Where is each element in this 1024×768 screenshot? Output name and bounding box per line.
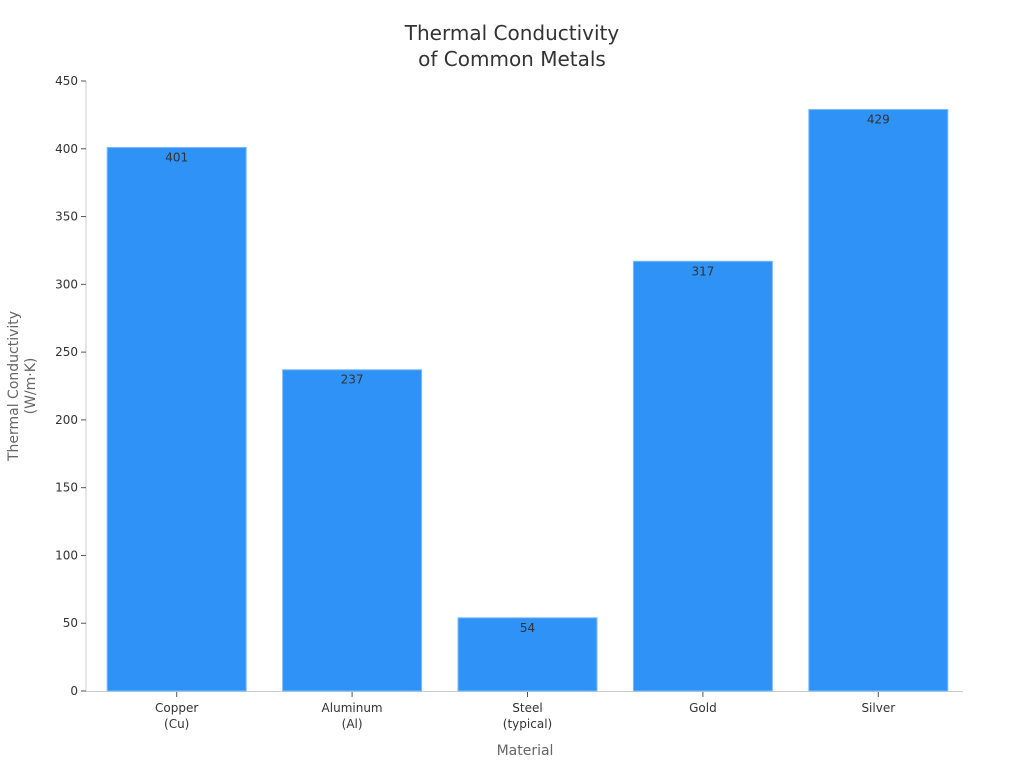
y-tick-label: 0: [70, 684, 78, 698]
y-tick-label: 300: [55, 277, 78, 291]
y-tick-label: 150: [55, 481, 78, 495]
bar-gold: 317: [632, 260, 773, 692]
bar-silver: 429: [808, 108, 949, 692]
y-tick-label: 350: [55, 210, 78, 224]
y-tick-label: 250: [55, 345, 78, 359]
svg-text:Thermal Conductivity: Thermal Conductivity: [6, 311, 22, 462]
bar-value-label: 54: [520, 621, 535, 635]
x-tick-label: Copper: [155, 701, 198, 715]
x-tick-label: Steel: [512, 701, 542, 715]
bars: 401 237 54 317 429: [106, 108, 949, 692]
bar-aluminum-al: 237: [282, 369, 423, 692]
x-tick-label: Aluminum: [322, 701, 383, 715]
x-tick-label: Silver: [861, 701, 895, 715]
bar-value-label: 401: [165, 150, 188, 164]
x-tick-label: (Al): [342, 717, 363, 731]
svg-text:(W/m·K): (W/m·K): [23, 358, 39, 415]
bar-copper-cu: 401: [106, 146, 247, 692]
chart-title-line-1: Thermal Conductivity: [404, 21, 620, 45]
bar-steel-typical: 54: [457, 617, 598, 692]
x-axis-label: Material: [497, 743, 554, 759]
y-tick-label: 100: [55, 548, 78, 562]
y-tick-label: 200: [55, 413, 78, 427]
bar-value-label: 237: [341, 373, 364, 387]
x-axis: Copper (Cu) Aluminum (Al) Steel (typical) Gold…: [86, 691, 963, 731]
bar-value-label: 429: [867, 112, 890, 126]
x-tick-label: Gold: [689, 701, 717, 715]
y-axis-label: Thermal Conductivity (W/m·K): [6, 311, 39, 462]
y-axis: 0 50 100 150 200 250 300 350 400 450: [55, 74, 87, 698]
y-tick-label: 50: [63, 616, 78, 630]
bar-value-label: 317: [691, 264, 714, 278]
chart-title-line-2: of Common Metals: [418, 47, 606, 71]
x-tick-label: (typical): [503, 717, 552, 731]
y-tick-label: 450: [55, 74, 78, 88]
y-tick-label: 400: [55, 142, 78, 156]
x-tick-label: (Cu): [164, 717, 189, 731]
